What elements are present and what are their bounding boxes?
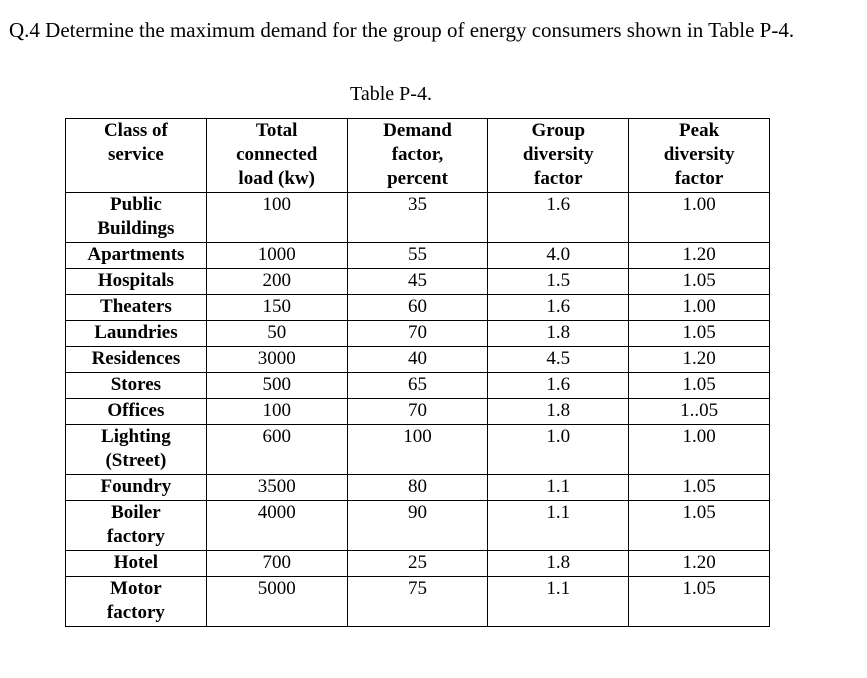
table-row: Lighting (Street) 600 100 1.0 1.00 (65, 424, 770, 475)
table-caption: Table P-4. (350, 83, 432, 105)
table-cell: 1.05 (628, 268, 770, 295)
table-cell: 1.6 (487, 192, 630, 243)
table-cell: 1.00 (628, 192, 770, 243)
table-cell: 100 (205, 192, 348, 243)
table-cell: 4.0 (487, 242, 630, 269)
header-row: Class of service Total connected load (k… (65, 118, 770, 193)
table-cell: 1.8 (487, 398, 630, 425)
table-cell: 700 (205, 550, 348, 577)
table-cell: 1.05 (628, 576, 770, 627)
table-cell: 65 (346, 372, 489, 399)
table-cell: 60 (346, 294, 489, 321)
table-cell: 70 (346, 398, 489, 425)
table-row: Theaters 150 60 1.6 1.00 (65, 294, 770, 321)
table-cell: 1..05 (628, 398, 770, 425)
table-cell: 1.8 (487, 550, 630, 577)
table-row: Residences 3000 40 4.5 1.20 (65, 346, 770, 373)
table-cell: 40 (346, 346, 489, 373)
row-label: Motor factory (65, 576, 207, 627)
table-cell: 4.5 (487, 346, 630, 373)
table-cell: 1.20 (628, 346, 770, 373)
table-cell: 75 (346, 576, 489, 627)
table-row: Apartments 1000 55 4.0 1.20 (65, 242, 770, 269)
table-cell: 4000 (205, 500, 348, 551)
table-cell: 1.05 (628, 320, 770, 347)
table-row: Motor factory 5000 75 1.1 1.05 (65, 576, 770, 627)
table-row: Offices 100 70 1.8 1..05 (65, 398, 770, 425)
row-label: Apartments (65, 242, 207, 269)
table-cell: 1.20 (628, 242, 770, 269)
row-label: Stores (65, 372, 207, 399)
row-label: Lighting (Street) (65, 424, 207, 475)
table-cell: 1.00 (628, 424, 770, 475)
table-cell: 3000 (205, 346, 348, 373)
table-cell: 45 (346, 268, 489, 295)
row-label: Residences (65, 346, 207, 373)
table-cell: 100 (205, 398, 348, 425)
row-label: Boiler factory (65, 500, 207, 551)
table-cell: 150 (205, 294, 348, 321)
table-row: Hotel 700 25 1.8 1.20 (65, 550, 770, 577)
table-cell: 3500 (205, 474, 348, 501)
table-cell: 5000 (205, 576, 348, 627)
row-label: Offices (65, 398, 207, 425)
table-cell: 90 (346, 500, 489, 551)
table-cell: 1.6 (487, 294, 630, 321)
table-cell: 600 (205, 424, 348, 475)
table-row: Public Buildings 100 35 1.6 1.00 (65, 192, 770, 243)
row-label: Hotel (65, 550, 207, 577)
table-body: Public Buildings 100 35 1.6 1.00 Apartments 10… (65, 192, 770, 627)
table-cell: 70 (346, 320, 489, 347)
table-cell: 1.1 (487, 474, 630, 501)
table-cell: 55 (346, 242, 489, 269)
table-row: Laundries 50 70 1.8 1.05 (65, 320, 770, 347)
table-cell: 500 (205, 372, 348, 399)
column-header-peak-diversity-factor: Peak diversity factor (628, 118, 770, 193)
table-row: Boiler factory 4000 90 1.1 1.05 (65, 500, 770, 551)
column-header-group-diversity-factor: Group diversity factor (487, 118, 630, 193)
table-cell: 1.00 (628, 294, 770, 321)
table-cell: 25 (346, 550, 489, 577)
table-cell: 1000 (205, 242, 348, 269)
table-cell: 200 (205, 268, 348, 295)
table-cell: 1.5 (487, 268, 630, 295)
table-cell: 1.1 (487, 576, 630, 627)
column-header-demand-factor: Demand factor, percent (346, 118, 489, 193)
table-cell: 1.8 (487, 320, 630, 347)
column-header-class-of-service: Class of service (65, 118, 207, 193)
table-cell: 100 (346, 424, 489, 475)
question-text: Q.4 Determine the maximum demand for the… (9, 18, 795, 42)
table-cell: 1.6 (487, 372, 630, 399)
table-cell: 1.20 (628, 550, 770, 577)
row-label: Theaters (65, 294, 207, 321)
demand-table: Class of service Total connected load (k… (65, 118, 770, 627)
table-header: Class of service Total connected load (k… (65, 118, 770, 193)
table-cell: 50 (205, 320, 348, 347)
table-cell: 1.1 (487, 500, 630, 551)
table-cell: 1.05 (628, 500, 770, 551)
row-label: Laundries (65, 320, 207, 347)
table-cell: 1.05 (628, 474, 770, 501)
table-row: Foundry 3500 80 1.1 1.05 (65, 474, 770, 501)
column-header-total-connected-load: Total connected load (kw) (205, 118, 348, 193)
row-label: Foundry (65, 474, 207, 501)
table-row: Stores 500 65 1.6 1.05 (65, 372, 770, 399)
table-row: Hospitals 200 45 1.5 1.05 (65, 268, 770, 295)
row-label: Hospitals (65, 268, 207, 295)
table-cell: 1.0 (487, 424, 630, 475)
table-cell: 80 (346, 474, 489, 501)
table-cell: 35 (346, 192, 489, 243)
row-label: Public Buildings (65, 192, 207, 243)
table-cell: 1.05 (628, 372, 770, 399)
